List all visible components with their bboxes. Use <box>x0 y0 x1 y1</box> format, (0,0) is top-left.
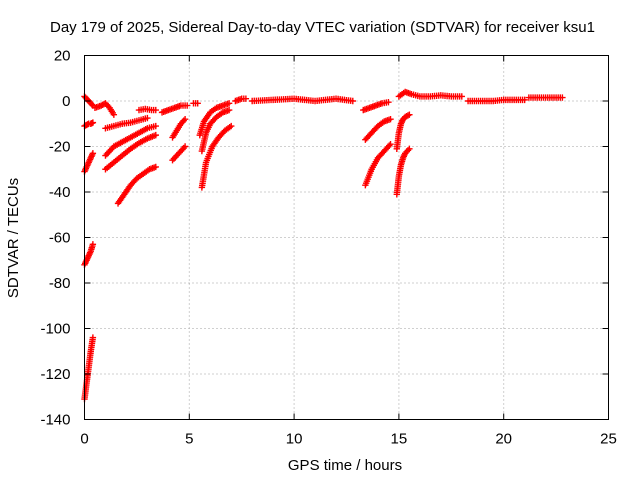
series-arc-18 <box>198 122 235 191</box>
data-point <box>144 114 151 122</box>
x-tick-label: 5 <box>185 431 193 448</box>
x-tick-label: 20 <box>495 431 512 448</box>
series-arc-12 <box>158 102 191 116</box>
series-arc-27 <box>464 96 528 105</box>
data-point <box>110 111 118 118</box>
data-point <box>349 97 356 105</box>
y-tick-label: 0 <box>62 93 70 110</box>
data-point <box>385 98 392 106</box>
series-arc-20 <box>248 95 356 105</box>
data-point <box>89 241 97 248</box>
series-arc-16 <box>196 100 233 139</box>
data-point <box>406 111 413 118</box>
y-axis-label: SDTVAR / TECUs <box>5 178 22 298</box>
data-point <box>89 150 97 157</box>
data-point <box>152 106 159 114</box>
x-axis-label: GPS time / hours <box>288 457 402 474</box>
data-point <box>242 95 250 102</box>
chart-title: Day 179 of 2025, Sidereal Day-to-day VTE… <box>50 19 595 36</box>
data-point <box>89 334 97 341</box>
series-arc-10 <box>114 163 159 207</box>
y-tick-label: -80 <box>49 275 71 292</box>
data-point <box>194 100 201 107</box>
series-arc-21 <box>360 98 392 114</box>
tick-layer: 0 5 10 15 20 25 -140 -120 -100 -80 -60 -40 -20 0 20 <box>40 48 616 448</box>
y-tick-label: -40 <box>49 184 71 201</box>
x-tick-label: 25 <box>600 431 617 448</box>
series-arc-15 <box>190 100 201 107</box>
series-arc-13 <box>169 116 189 141</box>
y-tick-label: 20 <box>54 48 71 65</box>
y-tick-label: -140 <box>40 412 70 429</box>
series-arc-19 <box>232 95 250 105</box>
data-point <box>88 101 96 108</box>
x-tick-label: 10 <box>286 431 303 448</box>
series-arc-9 <box>102 131 159 173</box>
series-arc-22 <box>362 116 394 143</box>
data-point <box>184 102 191 109</box>
data-point <box>386 142 393 149</box>
data-point <box>521 96 528 104</box>
data-point <box>181 143 189 150</box>
series-arc-8 <box>102 122 159 159</box>
series-arc-7 <box>102 114 151 132</box>
y-tick-label: -120 <box>40 366 70 383</box>
data-point <box>152 122 159 130</box>
series-arc-17 <box>198 106 233 155</box>
data-point <box>89 119 97 126</box>
series-arc-25 <box>393 145 413 198</box>
data-point <box>152 163 159 171</box>
y-tick-label: -20 <box>49 139 71 156</box>
data-point <box>387 116 394 123</box>
data-point <box>181 116 189 123</box>
series-arc-11 <box>135 105 159 114</box>
data-point <box>387 141 394 148</box>
data-point <box>152 131 159 139</box>
series-arc-24 <box>393 111 413 152</box>
series-arc-26 <box>395 88 465 100</box>
series-arc-23 <box>362 141 394 189</box>
data-point <box>225 100 233 107</box>
series-arc-4 <box>81 241 97 268</box>
data-point <box>404 112 412 119</box>
data-point <box>458 93 465 100</box>
series-arc-2 <box>81 119 97 130</box>
series-arc-3 <box>81 150 97 175</box>
data-point <box>228 122 235 130</box>
data-point <box>406 145 413 152</box>
data-point <box>559 94 566 101</box>
x-tick-label: 15 <box>391 431 408 448</box>
series-arc-14 <box>169 143 189 164</box>
series-arc-28 <box>525 94 566 101</box>
marker-layer <box>81 88 566 403</box>
series-arc-6 <box>91 100 118 118</box>
data-point <box>225 106 233 114</box>
y-tick-label: -60 <box>49 230 71 247</box>
series-arc-5 <box>81 334 97 403</box>
x-tick-label: 0 <box>80 431 88 448</box>
y-tick-label: -100 <box>40 321 70 338</box>
